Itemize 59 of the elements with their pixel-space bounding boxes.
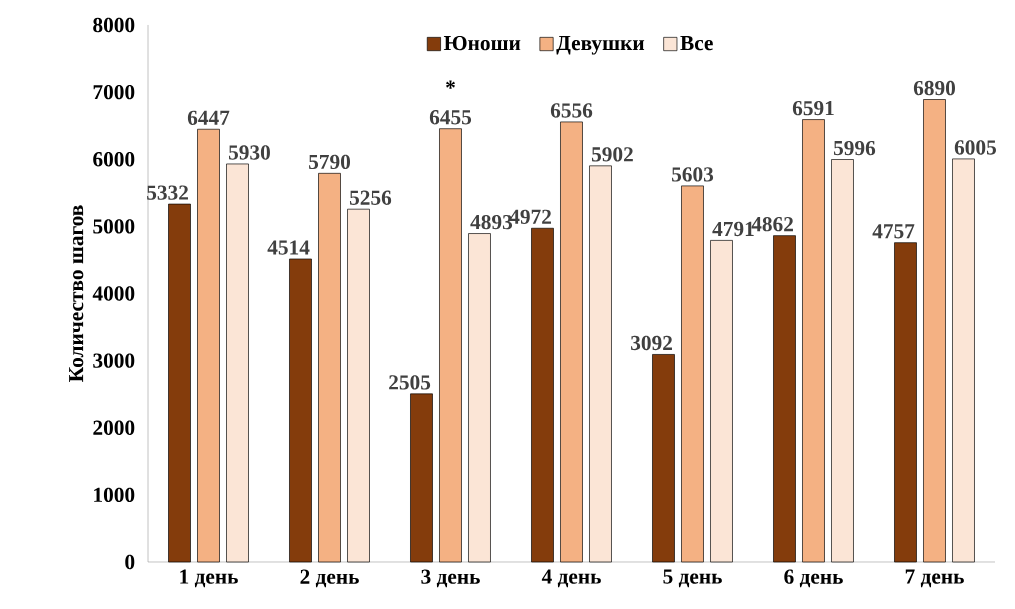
annotation: *	[446, 80, 455, 89]
bar	[226, 163, 249, 563]
data-label: 5902	[591, 147, 633, 162]
data-label: 5603	[672, 167, 714, 182]
data-label: 5996	[833, 140, 876, 156]
legend-label: Девушки	[556, 36, 645, 55]
bar	[197, 128, 220, 563]
data-label: 4514	[267, 240, 310, 255]
data-label: 6447	[187, 110, 230, 125]
data-label: 5256	[349, 190, 392, 205]
y-tick-label: 0	[125, 554, 135, 570]
bar	[802, 119, 825, 563]
y-tick-label: 1000	[94, 487, 135, 503]
x-tick-label: 3 день	[421, 569, 480, 588]
data-label: 4757	[872, 224, 915, 239]
bar	[347, 208, 370, 563]
data-label: 6591	[792, 100, 834, 116]
x-tick-label: 4 день	[541, 569, 601, 588]
bar	[894, 242, 917, 563]
bar	[589, 165, 612, 563]
bar	[468, 233, 491, 563]
y-axis-title: Количество шагов	[69, 205, 84, 382]
bar	[952, 158, 975, 563]
data-label: 3092	[631, 335, 672, 351]
bar	[318, 173, 341, 563]
data-label: 5332	[147, 185, 188, 200]
bar	[560, 121, 583, 563]
bar	[831, 159, 854, 563]
legend-label: Юноши	[443, 35, 521, 51]
y-tick-label: 6000	[93, 152, 135, 167]
bar	[923, 99, 946, 563]
x-tick-label: 7 день	[905, 569, 964, 588]
bar	[168, 203, 191, 563]
legend-label: Все	[680, 36, 713, 51]
bar	[652, 354, 675, 563]
data-label: 5930	[228, 145, 270, 160]
bar	[439, 128, 462, 563]
x-tick-label: 5 день	[663, 569, 722, 588]
bar	[710, 240, 733, 563]
y-tick-label: 3000	[93, 353, 135, 368]
data-label: 6890	[913, 80, 955, 96]
bar	[681, 185, 704, 563]
y-tick-label: 2000	[93, 420, 135, 435]
bar	[410, 393, 433, 563]
y-tick-label: 5000	[93, 219, 135, 234]
bar	[531, 227, 554, 563]
data-label: 5790	[309, 154, 351, 170]
data-label: 6455	[429, 110, 472, 125]
y-tick-label: 7000	[93, 84, 135, 100]
bar	[289, 258, 312, 563]
x-tick-label: 6 день	[784, 569, 843, 588]
data-label: 2505	[389, 375, 431, 390]
y-tick-label: 4000	[92, 286, 135, 301]
data-label: 6556	[550, 103, 593, 118]
x-tick-label: 1 день	[180, 569, 238, 588]
y-tick-label: 8000	[93, 17, 135, 33]
bar	[773, 235, 796, 563]
x-tick-label: 2 день	[300, 569, 359, 588]
data-label: 6005	[954, 140, 996, 155]
